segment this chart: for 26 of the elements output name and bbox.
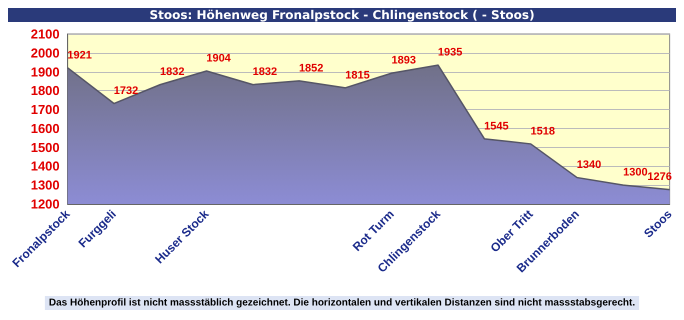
y-tick-label: 2100 — [30, 26, 60, 42]
data-label: 1935 — [438, 46, 462, 59]
y-tick-label: 1500 — [30, 140, 60, 155]
data-label: 1518 — [530, 125, 555, 138]
y-tick-label: 1300 — [30, 178, 60, 193]
data-label: 1732 — [114, 85, 138, 98]
y-tick-label: 1200 — [30, 196, 60, 212]
data-label: 1340 — [576, 159, 602, 172]
text: Das Höhenprofil ist nicht massstäblich gezeichnet. Die horizontalen und vertikalen Distanzen sind nicht massstabsgerecht. — [48, 298, 636, 308]
y-tick-label: 2000 — [30, 45, 60, 60]
data-label: 1832 — [160, 66, 184, 78]
y-tick-label: 1600 — [30, 120, 60, 136]
data-label: 1904 — [206, 52, 232, 65]
y-tick-label: 1400 — [30, 158, 60, 174]
data-label: 1276 — [647, 171, 672, 184]
chart-title: Stoos: Höhenweg Fronalpstock - Chlingenstock ( - Stoos) — [149, 8, 535, 22]
data-label: 1921 — [67, 49, 92, 62]
y-tick-label: 1800 — [30, 83, 60, 98]
data-label: 1300 — [623, 166, 648, 179]
y-tick-label: 1900 — [30, 64, 60, 80]
data-label: 1815 — [345, 69, 370, 82]
data-label: 1832 — [252, 66, 278, 78]
data-label: 1852 — [298, 62, 324, 74]
y-tick-label: 1700 — [30, 102, 60, 118]
data-label: 1545 — [484, 120, 509, 132]
data-label: 1893 — [392, 54, 416, 67]
